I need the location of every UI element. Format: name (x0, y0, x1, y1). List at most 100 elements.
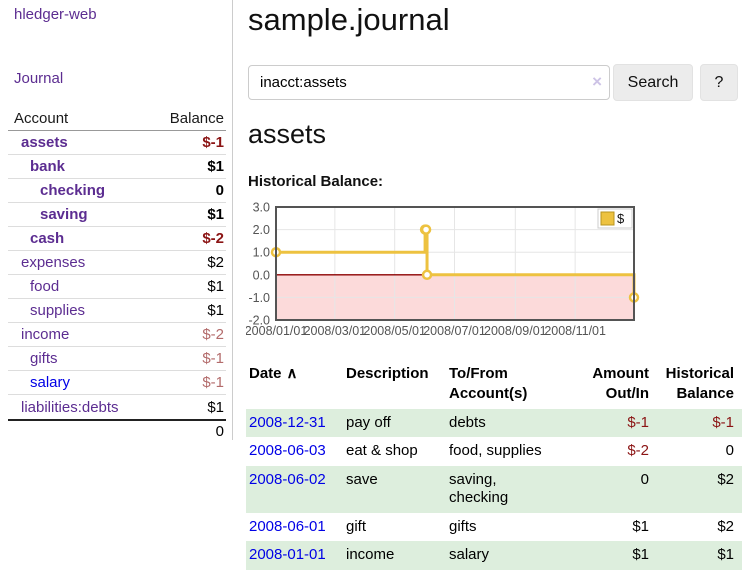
account-row-liabilities-debts: liabilities:debts $1 (8, 395, 226, 419)
account-row-checking: checking 0 (8, 179, 226, 203)
historical-balance-label: Historical Balance: (248, 173, 384, 190)
historical-balance-chart: 3.0 2.0 1.0 0.0 -1.0 -2.0 2008/01/01 2008/03/01… (246, 198, 742, 346)
account-balance: $1 (207, 302, 224, 319)
account-row-salary: salary $-1 (8, 371, 226, 395)
account-link-cash[interactable]: cash (30, 230, 65, 247)
transaction-balance: $2 (651, 465, 742, 513)
account-balance: $1 (207, 158, 224, 175)
svg-text:2008/09/01: 2008/09/01 (484, 324, 547, 338)
balance-column-header: Balance (169, 109, 224, 127)
transaction-balance: $1 (651, 541, 742, 570)
svg-text:-1.0: -1.0 (248, 291, 270, 305)
account-balance: $-1 (202, 350, 224, 367)
transaction-accounts: food, supplies (449, 442, 542, 460)
transaction-date-link[interactable]: 2008-06-02 (249, 470, 326, 488)
account-row-cash: cash $-2 (8, 227, 226, 251)
date-header-label: Date (249, 365, 282, 382)
account-balance: $1 (207, 398, 224, 416)
transaction-description: pay off (343, 409, 446, 438)
chart-canvas: 3.0 2.0 1.0 0.0 -1.0 -2.02008/01/012008/03/01… (246, 201, 640, 338)
transaction-date-link[interactable]: 2008-12-31 (249, 414, 326, 431)
account-row-saving: saving $1 (8, 203, 226, 227)
transaction-accounts: gifts (449, 517, 477, 535)
account-link-salary[interactable]: salary (30, 374, 71, 391)
account-row-income: income $-2 (8, 323, 226, 347)
account-balance: 0 (215, 182, 224, 199)
transaction-amount: 0 (568, 465, 651, 513)
date-column-header[interactable]: Date ∧ (246, 360, 343, 409)
sort-ascending-icon: ∧ (286, 365, 298, 382)
account-balance: $2 (207, 254, 224, 271)
historical-column-header: Historical Balance (665, 365, 734, 402)
transaction-date-link[interactable]: 2008-01-01 (249, 546, 326, 564)
transaction-balance: 0 (725, 442, 734, 460)
main-content: sample.journal × Search ? assets Histori… (246, 0, 742, 582)
account-balance: $-2 (202, 230, 224, 247)
account-link-saving[interactable]: saving (40, 206, 88, 223)
amount-column-header: Amount Out/In (592, 365, 649, 402)
clear-search-icon[interactable]: × (592, 72, 602, 91)
search-button[interactable]: Search (613, 64, 693, 101)
account-heading: assets (248, 119, 327, 149)
accounts-total-value: 0 (215, 423, 224, 440)
search-input[interactable] (248, 65, 610, 100)
account-balance: $1 (207, 278, 224, 295)
account-column-header: Account (14, 109, 69, 127)
transaction-balance: $-1 (651, 409, 742, 438)
tofrom-column-header: To/From Account(s) (449, 365, 528, 402)
register-row: 2008-01-01 income salary $1 $1 (246, 541, 742, 570)
svg-text:0.0: 0.0 (253, 268, 270, 282)
account-balance: $-1 (202, 374, 224, 391)
page-title: sample.journal (248, 2, 450, 37)
account-row-food: food $1 (8, 275, 226, 299)
transaction-amount: $-1 (568, 409, 651, 438)
transaction-accounts: salary (446, 541, 568, 570)
svg-text:3.0: 3.0 (253, 201, 270, 215)
svg-text:2008/01/01: 2008/01/01 (246, 324, 307, 338)
account-row-gifts: gifts $-1 (8, 347, 226, 371)
svg-text:-2.0: -2.0 (248, 314, 270, 328)
account-link-income[interactable]: income (21, 326, 70, 343)
register-row: 2008-06-01 gift gifts $1 $2 (246, 513, 742, 541)
transaction-description: income (343, 541, 446, 570)
transaction-amount: $-2 (627, 442, 649, 460)
accounts-table-header: Account Balance (8, 106, 226, 131)
account-link-assets[interactable]: assets (21, 134, 68, 151)
sidebar-item-journal[interactable]: Journal (14, 70, 64, 87)
account-balance: $-1 (202, 134, 224, 151)
transaction-description: save (343, 465, 446, 513)
account-balance: $-2 (202, 326, 224, 343)
svg-text:2.0: 2.0 (253, 223, 270, 237)
help-button[interactable]: ? (700, 64, 738, 101)
svg-text:2008/03/01: 2008/03/01 (304, 324, 367, 338)
account-link-supplies[interactable]: supplies (30, 302, 86, 319)
account-row-bank: bank $1 (8, 155, 226, 179)
transaction-accounts: debts (446, 409, 568, 438)
svg-text:1.0: 1.0 (253, 246, 270, 260)
account-row-expenses: expenses $2 (8, 251, 226, 275)
transaction-description: gift (346, 517, 367, 535)
svg-text:2008/11/01: 2008/11/01 (544, 324, 606, 338)
app-brand-link[interactable]: hledger-web (14, 6, 97, 23)
account-row-assets: assets $-1 (8, 131, 226, 155)
register-table: Date ∧ Description To/From Account(s) Amo… (246, 360, 742, 570)
register-row: 2008-06-03 eat & shop food, supplies $-2… (246, 437, 742, 465)
register-row: 2008-12-31 pay off debts $-1 $-1 (246, 409, 742, 438)
register-row: 2008-06-02 save saving, checking 0 $2 (246, 465, 742, 513)
transaction-amount: $1 (568, 541, 651, 570)
transaction-date-link[interactable]: 2008-06-03 (249, 442, 326, 460)
account-row-supplies: supplies $1 (8, 299, 226, 323)
account-balance: $1 (207, 206, 224, 223)
transaction-date-link[interactable]: 2008-06-01 (249, 517, 326, 535)
svg-text:$: $ (617, 211, 625, 226)
account-link-bank[interactable]: bank (30, 158, 66, 175)
sidebar-divider (232, 0, 233, 440)
register-header-row: Date ∧ Description To/From Account(s) Amo… (246, 360, 742, 409)
account-link-food[interactable]: food (30, 278, 60, 295)
search-input-wrap: × (248, 65, 610, 100)
account-link-gifts[interactable]: gifts (30, 350, 58, 367)
transaction-amount: $1 (632, 517, 649, 535)
account-link-expenses[interactable]: expenses (21, 254, 86, 271)
account-link-checking[interactable]: checking (40, 182, 106, 199)
account-link-liabilities-debts[interactable]: liabilities:debts (21, 398, 119, 416)
